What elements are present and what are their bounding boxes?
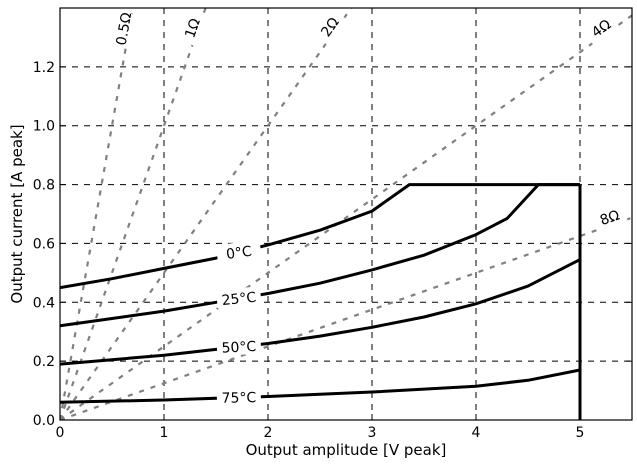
load-line-label: 0.5Ω <box>114 11 136 47</box>
curve-label-bg <box>215 286 262 309</box>
x-tick-label: 0 <box>56 425 65 441</box>
load-line-label: 8Ω <box>598 207 622 229</box>
y-tick-label: 0.2 <box>33 354 55 370</box>
x-axis-label: Output amplitude [V peak] <box>246 441 447 459</box>
load-line-label-bg <box>592 206 628 232</box>
load-line-label-bg <box>584 14 620 45</box>
x-tick-label: 3 <box>368 425 377 441</box>
load-line-4-ohm <box>60 14 632 420</box>
load-line-label-bg <box>181 10 206 47</box>
temperature-curve-0 <box>60 183 580 290</box>
y-tick-label: 0.8 <box>33 178 55 194</box>
curve-label-bg <box>216 335 262 356</box>
y-tick-label: 1.0 <box>33 119 55 135</box>
y-tick-label: 0.0 <box>33 413 55 429</box>
x-tick-label: 1 <box>160 425 169 441</box>
curve-label-bg <box>216 387 262 406</box>
x-tick-label: 2 <box>264 425 273 441</box>
temperature-curve-2 <box>60 258 581 366</box>
load-line-label: 1Ω <box>182 16 204 40</box>
x-tick-label: 4 <box>472 425 481 441</box>
curve-label-bg <box>215 239 262 264</box>
load-line-0_5-ohm <box>60 8 134 420</box>
y-axis-label: Output current [A peak] <box>8 124 26 303</box>
load-line-1-ohm <box>60 8 207 420</box>
ticks-layer: 0 1 2 3 4 5 0.0 0.2 0.4 0.6 0.8 1.0 1.2 <box>33 8 632 441</box>
load-line-2-ohm <box>60 8 353 420</box>
temperature-curves-layer <box>60 183 582 420</box>
load-line-label-bg <box>114 12 136 47</box>
load-line-8-ohm <box>60 216 632 420</box>
curve-label: 75°C <box>221 390 256 407</box>
y-tick-label: 1.2 <box>33 60 55 76</box>
load-lines-layer <box>60 8 632 420</box>
y-tick-label: 0.4 <box>33 295 55 311</box>
x-tick-label: 5 <box>576 425 585 441</box>
temperature-curve-1 <box>60 183 580 328</box>
curve-label: 50°C <box>221 339 257 357</box>
load-line-label-bg <box>315 10 347 46</box>
curve-label: 0°C <box>225 244 253 263</box>
curve-label: 25°C <box>221 290 257 310</box>
plot-frame <box>59 7 633 421</box>
y-tick-label: 0.6 <box>33 236 55 252</box>
temperature-curve-3 <box>60 368 581 404</box>
